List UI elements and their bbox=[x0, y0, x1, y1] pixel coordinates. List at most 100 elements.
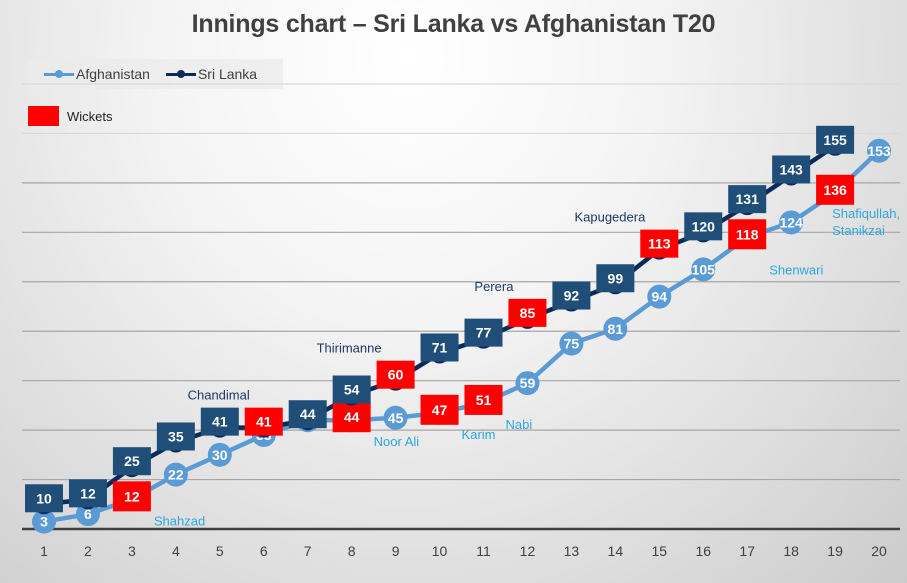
sri-lanka-point: 99 bbox=[596, 264, 635, 295]
wicket-swatch-icon bbox=[28, 106, 59, 126]
afghanistan-value-label: 51 bbox=[476, 392, 492, 408]
afghanistan-value-label: 75 bbox=[564, 336, 580, 352]
wicket-annotation: Chandimal bbox=[188, 388, 250, 403]
sri-lanka-point: 131 bbox=[728, 185, 767, 216]
afghanistan-marker bbox=[163, 462, 188, 487]
sri-lanka-point: 120 bbox=[684, 212, 723, 243]
sri-lanka-value-label: 10 bbox=[36, 490, 52, 506]
legend-entry-afghanistan[interactable]: Afghanistan bbox=[44, 66, 150, 82]
afghanistan-point: 75 bbox=[559, 331, 584, 356]
afghanistan-marker bbox=[207, 442, 232, 467]
x-tick-label: 14 bbox=[608, 543, 624, 559]
afghanistan-point: 59 bbox=[515, 371, 540, 396]
annotation-line: Perera bbox=[474, 279, 514, 294]
x-tick-label: 10 bbox=[432, 543, 448, 559]
afghanistan-point: 44 bbox=[332, 402, 371, 433]
x-tick-label: 5 bbox=[216, 543, 224, 559]
wicket-annotation: Shafiqullah, Stanikzai bbox=[832, 206, 900, 238]
sri-lanka-point: 71 bbox=[420, 333, 459, 364]
sri-lanka-value-label: 120 bbox=[692, 218, 716, 234]
afghanistan-point: 3 bbox=[32, 509, 56, 534]
annotation-line: Stanikzai bbox=[832, 223, 885, 238]
afghanistan-point: 124 bbox=[779, 210, 804, 235]
x-tick-label: 2 bbox=[84, 543, 92, 559]
afghanistan-value-label: 118 bbox=[736, 226, 759, 242]
annotation-line: Noor Ali bbox=[374, 434, 420, 449]
afghanistan-value-label: 6 bbox=[84, 506, 92, 522]
sri-lanka-marker bbox=[68, 479, 107, 508]
x-tick-label: 19 bbox=[827, 543, 843, 559]
afghanistan-value-label: 153 bbox=[867, 143, 891, 159]
wicket-annotation: Shenwari bbox=[769, 262, 823, 277]
wicket-annotation: Kapugedera bbox=[574, 210, 646, 225]
series-markers: 3612223038444445475159758194105118124136… bbox=[25, 125, 892, 534]
x-tick-label: 20 bbox=[871, 543, 887, 559]
afghanistan-marker bbox=[867, 138, 892, 163]
sri-lanka-value-label: 143 bbox=[779, 161, 803, 177]
wickets-legend: Wickets bbox=[28, 106, 113, 126]
sri-lanka-marker bbox=[332, 375, 371, 404]
afghanistan-point: 81 bbox=[603, 316, 628, 341]
afghanistan-point: 153 bbox=[867, 138, 892, 163]
sri-lanka-value-label: 12 bbox=[80, 485, 96, 501]
afghanistan-value-label: 30 bbox=[212, 447, 228, 463]
x-axis: 1 2 3 4 5 6 7 8 9 10 11 12 13 14 15 16 17 18 19 20 bbox=[22, 527, 900, 559]
sri-lanka-value-label: 60 bbox=[388, 367, 404, 383]
x-tick-label: 9 bbox=[392, 543, 400, 559]
annotation-line: Kapugedera bbox=[574, 210, 646, 225]
sri-lanka-value-label: 41 bbox=[212, 414, 228, 430]
afghanistan-point: 45 bbox=[383, 405, 408, 430]
wicket-annotation: Nabi bbox=[506, 417, 533, 432]
sri-lanka-value-label: 92 bbox=[564, 288, 580, 304]
x-tick-label: 15 bbox=[652, 543, 668, 559]
afghanistan-value-label: 124 bbox=[779, 214, 803, 230]
sri-lanka-marker bbox=[288, 400, 327, 429]
sri-lanka-line bbox=[43, 143, 837, 507]
afghanistan-marker bbox=[559, 331, 584, 356]
x-tick-label: 16 bbox=[695, 543, 711, 559]
afghanistan-marker bbox=[603, 316, 628, 341]
sri-lanka-point: 85 bbox=[508, 298, 547, 329]
afghanistan-value-label: 136 bbox=[823, 182, 847, 198]
afghanistan-point: 47 bbox=[420, 394, 459, 425]
legend-entry-sri-lanka[interactable]: Sri Lanka bbox=[165, 66, 257, 82]
afghanistan-value-label: 3 bbox=[40, 514, 48, 530]
afghanistan-point: 94 bbox=[647, 284, 672, 309]
afghanistan-point: 51 bbox=[464, 384, 503, 415]
sri-lanka-marker bbox=[200, 407, 239, 436]
wicket-marker bbox=[420, 394, 459, 425]
afghanistan-point: 105 bbox=[691, 257, 716, 282]
gridlines bbox=[22, 83, 900, 481]
annotation-line: Shafiqullah, bbox=[832, 206, 900, 221]
sri-lanka-point: 12 bbox=[68, 479, 107, 510]
x-tick-label: 12 bbox=[520, 543, 536, 559]
sri-lanka-marker bbox=[728, 185, 767, 214]
afghanistan-value-label: 81 bbox=[608, 321, 624, 337]
x-tick-label: 6 bbox=[260, 543, 268, 559]
x-tick-label: 1 bbox=[40, 543, 48, 559]
legend-label-afghanistan: Afghanistan bbox=[76, 66, 150, 82]
wicket-annotations: Shahzad Noor Ali Karim Nabi Shenwari Shafiqul… bbox=[154, 206, 900, 529]
wicket-marker bbox=[508, 298, 547, 327]
sri-lanka-marker bbox=[112, 447, 151, 476]
wicket-marker bbox=[332, 402, 371, 433]
sri-lanka-marker bbox=[816, 125, 855, 154]
sri-lanka-marker bbox=[552, 281, 591, 310]
sri-lanka-marker bbox=[420, 333, 459, 362]
afghanistan-marker bbox=[691, 257, 716, 282]
wicket-marker bbox=[464, 384, 503, 415]
wicket-annotation: Karim bbox=[462, 427, 496, 442]
afghanistan-point: 22 bbox=[163, 462, 188, 487]
sri-lanka-line-marker-icon bbox=[165, 69, 196, 78]
wickets-legend-label: Wickets bbox=[67, 108, 113, 124]
sri-lanka-value-label: 113 bbox=[648, 236, 671, 252]
wicket-marker bbox=[376, 360, 415, 389]
sri-lanka-point: 41 bbox=[244, 407, 283, 438]
afghanistan-value-label: 47 bbox=[432, 402, 448, 418]
afghanistan-line-marker-icon bbox=[44, 69, 74, 78]
sri-lanka-point: 155 bbox=[816, 125, 855, 156]
afghanistan-value-label: 94 bbox=[652, 289, 668, 305]
sri-lanka-value-label: 77 bbox=[476, 325, 492, 341]
